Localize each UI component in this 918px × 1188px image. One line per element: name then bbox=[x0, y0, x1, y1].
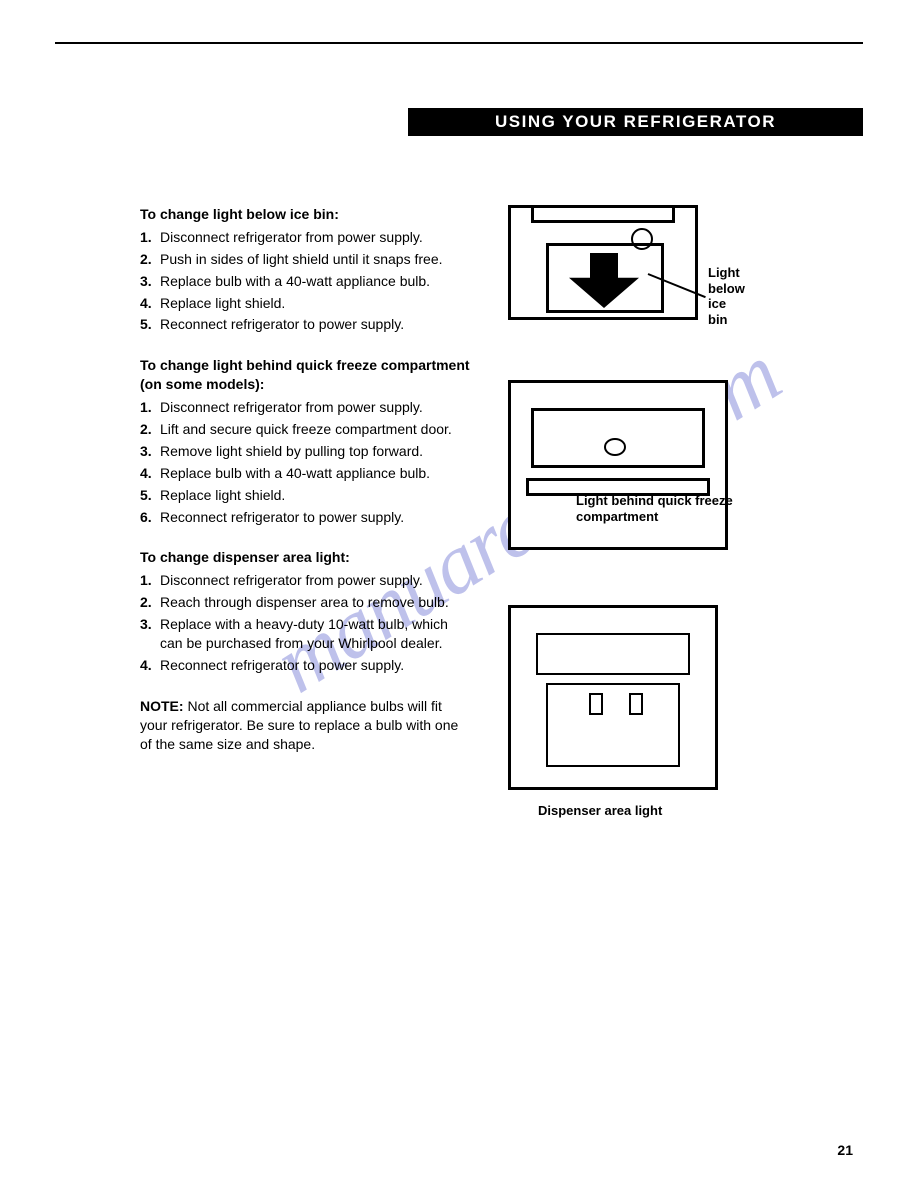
figure-column: Light below ice bin Light behind quick f… bbox=[498, 205, 743, 753]
step-number: 5. bbox=[140, 315, 160, 334]
step-number: 3. bbox=[140, 615, 160, 653]
step-text: Reach through dispenser area to remove b… bbox=[160, 593, 470, 612]
step-number: 2. bbox=[140, 593, 160, 612]
content-area: To change light below ice bin: 1.Disconn… bbox=[140, 205, 743, 753]
fig3-detail bbox=[546, 683, 680, 767]
step-text: Reconnect refrigerator to power supply. bbox=[160, 656, 470, 675]
step-text: Replace light shield. bbox=[160, 486, 470, 505]
list-item: 5.Reconnect refrigerator to power supply… bbox=[140, 315, 470, 334]
step-text: Disconnect refrigerator from power suppl… bbox=[160, 571, 470, 590]
list-item: 2.Lift and secure quick freeze compartme… bbox=[140, 420, 470, 439]
list-item: 1.Disconnect refrigerator from power sup… bbox=[140, 228, 470, 247]
step-number: 3. bbox=[140, 272, 160, 291]
bulb-icon bbox=[631, 228, 653, 250]
figure-ice-bin-light bbox=[508, 205, 698, 320]
top-rule bbox=[55, 42, 863, 44]
step-number: 2. bbox=[140, 250, 160, 269]
step-number: 3. bbox=[140, 442, 160, 461]
fig3-detail bbox=[629, 693, 643, 715]
list-item: 4.Replace light shield. bbox=[140, 294, 470, 313]
step-number: 1. bbox=[140, 398, 160, 417]
step-number: 6. bbox=[140, 508, 160, 527]
figure-dispenser-light bbox=[508, 605, 718, 790]
step-number: 4. bbox=[140, 656, 160, 675]
text-column: To change light below ice bin: 1.Disconn… bbox=[140, 205, 470, 753]
section-header: USING YOUR REFRIGERATOR bbox=[408, 108, 863, 136]
figure1-label: Light below ice bin bbox=[708, 265, 745, 327]
step-text: Replace with a heavy-duty 10-watt bulb, … bbox=[160, 615, 470, 653]
list-item: 4.Replace bulb with a 40-watt appliance … bbox=[140, 464, 470, 483]
note-label: NOTE: bbox=[140, 698, 184, 714]
figure3-label: Dispenser area light bbox=[538, 803, 662, 818]
section1-steps: 1.Disconnect refrigerator from power sup… bbox=[140, 228, 470, 334]
step-number: 5. bbox=[140, 486, 160, 505]
bulb-icon bbox=[604, 438, 626, 456]
note-text: Not all commercial appliance bulbs will … bbox=[140, 698, 458, 752]
list-item: 5.Replace light shield. bbox=[140, 486, 470, 505]
list-item: 1.Disconnect refrigerator from power sup… bbox=[140, 398, 470, 417]
list-item: 6.Reconnect refrigerator to power supply… bbox=[140, 508, 470, 527]
step-text: Reconnect refrigerator to power supply. bbox=[160, 315, 470, 334]
list-item: 2.Reach through dispenser area to remove… bbox=[140, 593, 470, 612]
step-text: Disconnect refrigerator from power suppl… bbox=[160, 398, 470, 417]
list-item: 3.Remove light shield by pulling top for… bbox=[140, 442, 470, 461]
step-text: Push in sides of light shield until it s… bbox=[160, 250, 470, 269]
section3-steps: 1.Disconnect refrigerator from power sup… bbox=[140, 571, 470, 674]
step-number: 4. bbox=[140, 294, 160, 313]
step-text: Replace bulb with a 40-watt appliance bu… bbox=[160, 272, 470, 291]
step-text: Disconnect refrigerator from power suppl… bbox=[160, 228, 470, 247]
note-paragraph: NOTE: Not all commercial appliance bulbs… bbox=[140, 697, 470, 754]
step-text: Lift and secure quick freeze compartment… bbox=[160, 420, 470, 439]
list-item: 2.Push in sides of light shield until it… bbox=[140, 250, 470, 269]
section3-heading: To change dispenser area light: bbox=[140, 548, 470, 567]
step-number: 1. bbox=[140, 228, 160, 247]
list-item: 3.Replace with a heavy-duty 10-watt bulb… bbox=[140, 615, 470, 653]
list-item: 4.Reconnect refrigerator to power supply… bbox=[140, 656, 470, 675]
step-number: 4. bbox=[140, 464, 160, 483]
section1-heading: To change light below ice bin: bbox=[140, 205, 470, 224]
step-text: Replace bulb with a 40-watt appliance bu… bbox=[160, 464, 470, 483]
section2-steps: 1.Disconnect refrigerator from power sup… bbox=[140, 398, 470, 526]
list-item: 1.Disconnect refrigerator from power sup… bbox=[140, 571, 470, 590]
figure-quick-freeze-light bbox=[508, 380, 728, 550]
list-item: 3.Replace bulb with a 40-watt appliance … bbox=[140, 272, 470, 291]
fig3-detail bbox=[536, 633, 690, 675]
step-number: 1. bbox=[140, 571, 160, 590]
fig1-detail bbox=[531, 208, 675, 223]
section2-heading: To change light behind quick freeze comp… bbox=[140, 356, 470, 394]
step-text: Reconnect refrigerator to power supply. bbox=[160, 508, 470, 527]
page-number: 21 bbox=[837, 1142, 853, 1158]
step-number: 2. bbox=[140, 420, 160, 439]
fig3-detail bbox=[589, 693, 603, 715]
figure2-label: Light behind quick freeze compartment bbox=[576, 493, 743, 524]
step-text: Replace light shield. bbox=[160, 294, 470, 313]
section-header-text: USING YOUR REFRIGERATOR bbox=[495, 112, 776, 132]
step-text: Remove light shield by pulling top forwa… bbox=[160, 442, 470, 461]
